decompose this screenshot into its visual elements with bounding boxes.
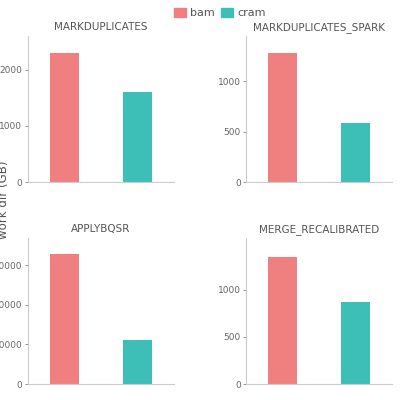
Legend: bam, cram: bam, cram bbox=[172, 6, 268, 20]
Title: APPLYBQSR: APPLYBQSR bbox=[71, 224, 130, 234]
Bar bbox=[123, 92, 152, 182]
Bar bbox=[50, 254, 79, 384]
Bar bbox=[341, 302, 370, 384]
Title: MERGE_RECALIBRATED: MERGE_RECALIBRATED bbox=[259, 224, 379, 235]
Title: MARKDUPLICATES: MARKDUPLICATES bbox=[54, 22, 148, 32]
Text: work dir (GB): work dir (GB) bbox=[0, 161, 10, 239]
Title: MARKDUPLICATES_SPARK: MARKDUPLICATES_SPARK bbox=[253, 22, 385, 33]
Bar bbox=[341, 123, 370, 182]
Bar bbox=[123, 340, 152, 384]
Bar bbox=[50, 53, 79, 182]
Bar bbox=[268, 257, 297, 384]
Bar bbox=[268, 53, 297, 182]
